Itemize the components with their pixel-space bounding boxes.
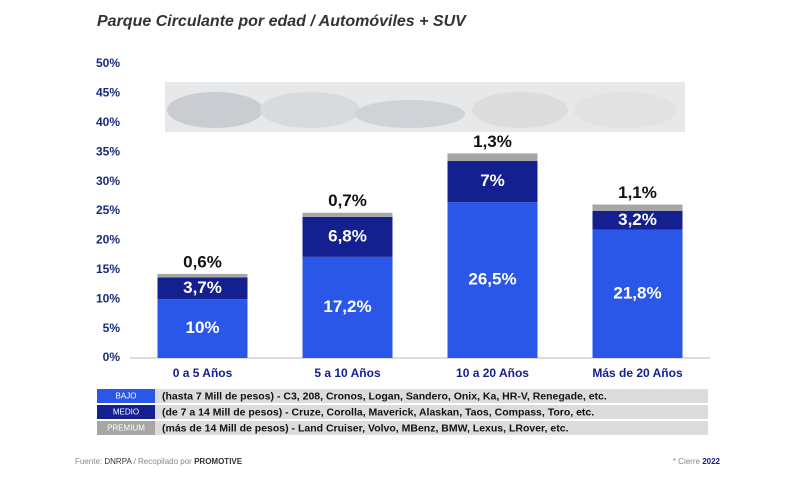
legend-swatch — [97, 405, 155, 419]
y-tick-label: 5% — [103, 321, 121, 335]
y-tick-label: 45% — [96, 86, 120, 100]
legend-swatch — [97, 389, 155, 403]
legend-swatch — [97, 421, 155, 435]
legend-row — [155, 389, 708, 403]
value-label: 10% — [185, 318, 219, 337]
legend-label: PREMIUM — [107, 424, 145, 433]
source: DNRPA — [104, 457, 132, 466]
x-tick-label: 10 a 20 Años — [456, 366, 529, 380]
legend-description: (hasta 7 Mill de pesos) - C3, 208, Crono… — [162, 390, 607, 402]
cars-photo — [165, 82, 685, 132]
value-label: 3,7% — [183, 278, 222, 297]
value-label: 0,7% — [328, 191, 367, 210]
bar-segment — [157, 277, 248, 300]
compiled-label: / Recopilado por — [134, 457, 193, 466]
note-year: 2022 — [702, 457, 720, 466]
y-tick-label: 50% — [96, 56, 120, 70]
value-label: 26,5% — [468, 270, 516, 289]
value-label: 6,8% — [328, 226, 367, 245]
legend-label: BAJO — [116, 392, 137, 401]
legend-label: MEDIO — [113, 408, 139, 417]
y-tick-label: 30% — [96, 174, 120, 188]
y-tick-label: 25% — [96, 203, 120, 217]
source-label: Fuente: — [75, 457, 102, 466]
bar-segment — [447, 161, 538, 203]
bar-segment — [592, 211, 683, 230]
legend-row — [155, 421, 708, 435]
compiled-by: PROMOTIVE — [194, 457, 243, 466]
x-tick-label: Más de 20 Años — [592, 366, 683, 380]
value-label: 1,1% — [618, 183, 657, 202]
legend-description: (de 7 a 14 Mill de pesos) - Cruze, Corol… — [162, 406, 594, 418]
value-label: 1,3% — [473, 132, 512, 151]
bar-segment — [302, 256, 393, 358]
note-label: * Cierre — [673, 457, 701, 466]
value-label: 0,6% — [183, 252, 222, 271]
y-tick-label: 10% — [96, 291, 120, 305]
bar-segment — [302, 212, 393, 217]
footer-note: * Cierre 2022 — [673, 457, 721, 466]
bar-segment — [302, 216, 393, 257]
bar-segment — [447, 202, 538, 358]
y-tick-label: 15% — [96, 262, 120, 276]
bar-segment — [447, 153, 538, 162]
value-label: 17,2% — [323, 297, 371, 316]
value-label: 3,2% — [618, 210, 657, 229]
y-tick-label: 0% — [103, 350, 121, 364]
bar-segment — [592, 204, 683, 211]
chart-title: Parque Circulante por edad / Automóviles… — [97, 13, 467, 30]
value-label: 7% — [480, 171, 505, 190]
legend-row — [155, 405, 708, 419]
footer-source: Fuente: DNRPA / Recopilado por PROMOTIVE — [75, 457, 243, 466]
x-tick-label: 0 a 5 Años — [173, 366, 233, 380]
x-tick-label: 5 a 10 Años — [314, 366, 381, 380]
bar-segment — [157, 273, 248, 278]
value-label: 21,8% — [613, 283, 661, 302]
legend-description: (más de 14 Mill de pesos) - Land Cruiser… — [162, 422, 569, 434]
y-tick-label: 35% — [96, 144, 120, 158]
bar-segment — [592, 229, 683, 358]
bar-segment — [157, 299, 248, 358]
y-tick-label: 20% — [96, 233, 120, 247]
y-tick-label: 40% — [96, 115, 120, 129]
